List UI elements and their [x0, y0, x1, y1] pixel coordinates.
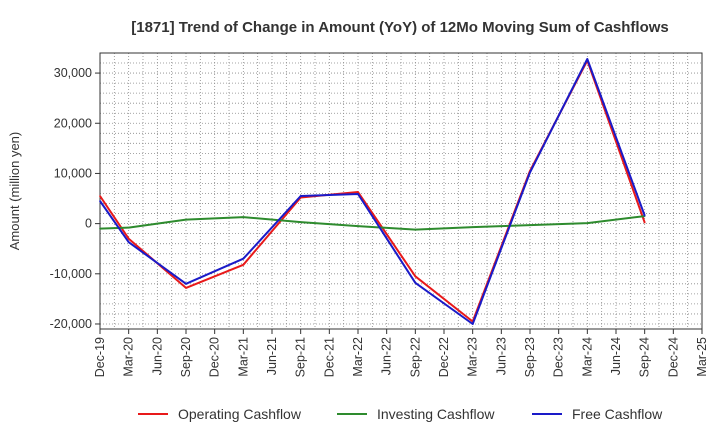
data-point [99, 200, 101, 202]
data-point [357, 191, 359, 193]
x-tick-label: Mar-20 [122, 337, 136, 377]
data-point [586, 58, 589, 60]
x-tick-label: Sep-22 [408, 337, 422, 377]
data-point [643, 214, 646, 217]
x-tick-label: Jun-21 [265, 337, 279, 375]
x-tick-label: Mar-22 [351, 337, 365, 377]
data-point [643, 221, 646, 224]
legend: Operating Cashflow Investing Cashflow Free… [138, 406, 663, 422]
data-point [185, 218, 187, 221]
y-tick-label: 20,000 [54, 116, 92, 130]
data-point [299, 195, 302, 197]
x-tick-label: Jun-22 [380, 337, 394, 375]
x-tick-label: Mar-23 [466, 337, 480, 377]
data-point [471, 323, 474, 325]
x-ticks: Dec-19 Mar-20 Jun-20 Sep-20 Dec-20 Mar-21 Jun-… [93, 329, 709, 377]
x-tick-label: Mar-21 [236, 337, 250, 377]
x-tick-label: Sep-23 [523, 337, 537, 377]
x-tick-label: Mar-24 [580, 337, 594, 377]
y-tick-label: -20,000 [50, 317, 92, 331]
x-tick-label: Sep-20 [179, 337, 193, 377]
data-point [357, 193, 359, 195]
data-point [99, 195, 101, 197]
legend-label: Operating Cashflow [178, 406, 302, 422]
legend-label: Free Cashflow [572, 406, 663, 422]
x-tick-label: Jun-23 [494, 337, 508, 375]
data-point [127, 226, 130, 229]
x-tick-label: Sep-24 [638, 337, 652, 377]
data-point [127, 237, 130, 240]
data-point [242, 257, 245, 260]
series-layer [99, 58, 646, 325]
x-tick-label: Sep-21 [294, 337, 308, 377]
y-ticks: -20,000 -10,000 0 10,000 20,000 30,000 [50, 66, 100, 331]
x-tick-label: Jun-20 [150, 337, 164, 375]
x-tick-label: Dec-22 [437, 337, 451, 377]
data-point [414, 282, 417, 284]
data-point [414, 275, 417, 278]
data-point [414, 228, 417, 231]
y-tick-label: 0 [85, 217, 92, 231]
x-tick-label: Jun-24 [609, 337, 623, 375]
data-point [185, 283, 187, 285]
data-point [185, 287, 187, 289]
y-tick-label: 10,000 [54, 166, 92, 180]
data-point [529, 224, 531, 226]
x-tick-label: Dec-19 [93, 337, 107, 377]
x-tick-label: Dec-24 [666, 337, 680, 377]
grid-layer [99, 52, 703, 329]
x-tick-label: Mar-25 [695, 337, 709, 377]
data-point [529, 171, 531, 174]
legend-label: Investing Cashflow [377, 406, 495, 422]
data-point [242, 216, 245, 218]
chart-title: [1871] Trend of Change in Amount (YoY) o… [131, 19, 669, 36]
y-tick-label: -10,000 [50, 267, 92, 281]
y-axis-label: Amount (million yen) [7, 132, 22, 251]
data-point [242, 263, 245, 266]
data-point [299, 221, 302, 223]
data-point [127, 241, 130, 243]
y-tick-label: 30,000 [54, 66, 92, 80]
x-tick-label: Dec-20 [208, 337, 222, 377]
data-point [99, 227, 101, 230]
data-point [471, 226, 474, 228]
x-tick-label: Dec-21 [322, 337, 336, 377]
data-point [357, 225, 359, 227]
plot-frame [99, 52, 703, 330]
x-tick-label: Dec-23 [552, 337, 566, 377]
data-point [586, 222, 589, 224]
